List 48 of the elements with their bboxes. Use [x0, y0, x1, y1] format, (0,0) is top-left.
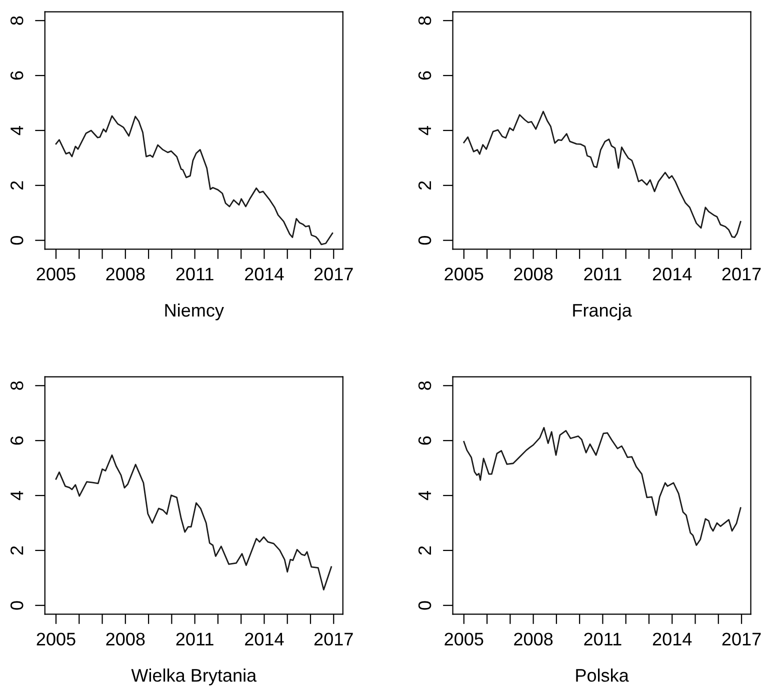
x-tick-label: 2008: [106, 632, 145, 646]
x-tick-label: 2014: [652, 268, 692, 280]
x-tick-label: 2014: [245, 632, 284, 646]
y-tick-label: 6: [418, 436, 432, 445]
line-series: [55, 454, 332, 590]
line-series: [55, 115, 334, 246]
y-tick-label: 0: [418, 601, 432, 610]
x-tick-label: 2017: [314, 268, 353, 280]
line-series: [463, 426, 742, 546]
x-tick-label: 2011: [176, 632, 214, 646]
x-tick-label: 2005: [444, 268, 484, 280]
y-tick-label: 6: [10, 436, 24, 445]
x-tick-label: 2011: [584, 632, 622, 646]
y-tick-label: 8: [418, 381, 432, 390]
y-tick-label: 6: [10, 71, 24, 80]
y-tick-label: 2: [10, 181, 24, 190]
y-tick-label: 0: [10, 236, 24, 245]
x-axis-title: Wielka Brytania: [131, 668, 257, 686]
x-tick-label: 2011: [176, 268, 214, 280]
y-tick-label: 8: [10, 381, 24, 390]
x-tick-label: 2008: [106, 268, 145, 280]
x-axis-title: Niemcy: [165, 303, 224, 320]
x-tick-label: 2005: [36, 632, 76, 646]
y-tick-label: 4: [10, 491, 24, 500]
x-tick-label: 2014: [245, 268, 284, 280]
x-tick-label: 2017: [722, 268, 761, 280]
x-tick-label: 2008: [514, 268, 553, 280]
y-tick-label: 4: [418, 126, 431, 136]
x-tick-label: 2008: [514, 632, 553, 646]
y-tick-label: 4: [418, 491, 431, 500]
y-tick-label: 8: [418, 16, 432, 25]
x-tick-label: 2011: [584, 268, 622, 280]
x-tick-label: 2017: [314, 632, 353, 646]
line-series: [463, 110, 742, 238]
x-tick-label: 2005: [36, 268, 76, 280]
y-tick-label: 0: [418, 236, 432, 245]
y-tick-label: 2: [418, 181, 431, 190]
y-tick-label: 2: [418, 546, 431, 555]
x-axis-title: Francja: [573, 303, 632, 320]
y-tick-label: 0: [10, 601, 24, 610]
x-tick-label: 2017: [722, 632, 761, 646]
y-tick-label: 2: [10, 546, 24, 555]
x-axis-title: Polska: [576, 668, 629, 682]
y-tick-label: 4: [10, 126, 24, 136]
y-tick-label: 6: [418, 71, 432, 80]
x-tick-label: 2005: [444, 632, 484, 646]
x-tick-label: 2014: [652, 632, 692, 646]
y-tick-label: 8: [10, 16, 24, 25]
